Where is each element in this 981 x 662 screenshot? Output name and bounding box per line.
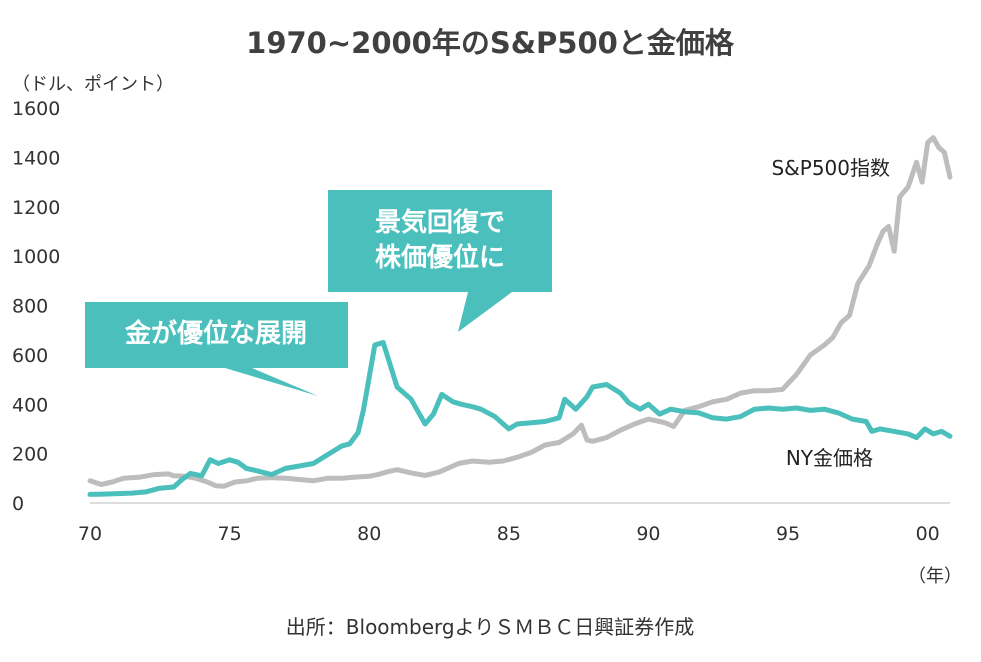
- callout-stock-advantage-bubble: [328, 190, 552, 332]
- y-tick-label: 800: [12, 296, 48, 318]
- x-tick-label: 80: [357, 523, 381, 545]
- series-label-gold: NY金価格: [786, 446, 873, 470]
- y-tick-label: 0: [12, 493, 24, 515]
- x-tick-label: 85: [497, 523, 521, 545]
- series-line-gold: [87, 340, 953, 497]
- chart-title: 1970~2000年のS&P500と金価格: [246, 26, 735, 60]
- y-tick-label: 400: [12, 394, 48, 416]
- y-axis-label: （ドル、ポイント）: [12, 74, 174, 95]
- y-tick-label: 600: [12, 345, 48, 367]
- y-tick-labels: 0 200 400 600 800 1000 1200 1400 1600: [12, 98, 60, 515]
- series-label-sp500: S&P500指数: [771, 156, 890, 180]
- callout-gold-advantage-bubble: [85, 302, 348, 396]
- series-layer: [87, 135, 953, 497]
- x-tick-label: 70: [78, 523, 102, 545]
- x-tick-label: 75: [218, 523, 242, 545]
- y-tick-label: 1000: [12, 246, 60, 268]
- x-tick-label: 00: [916, 523, 940, 545]
- source-note: 出所：BloombergよりＳＭＢＣ日興証券作成: [286, 615, 694, 639]
- y-tick-label: 200: [12, 444, 48, 466]
- callout-gold-advantage-text: 金が優位な展開: [124, 318, 307, 349]
- series-line-sp500: [87, 135, 953, 489]
- x-tick-label: 95: [776, 523, 800, 545]
- x-tick-labels: 70 75 80 85 90 95 00: [78, 523, 940, 545]
- y-tick-label: 1600: [12, 98, 60, 120]
- callout-stock-advantage-line1: 景気回復で: [375, 207, 505, 238]
- y-tick-label: 1200: [12, 197, 60, 219]
- x-axis-label: （年）: [908, 566, 962, 587]
- y-tick-label: 1400: [12, 147, 60, 169]
- callout-stock-advantage: 景気回復で 株価優位に: [328, 190, 552, 332]
- callout-gold-advantage: 金が優位な展開: [85, 302, 348, 396]
- x-tick-label: 90: [636, 523, 660, 545]
- callout-stock-advantage-line2: 株価優位に: [375, 242, 505, 273]
